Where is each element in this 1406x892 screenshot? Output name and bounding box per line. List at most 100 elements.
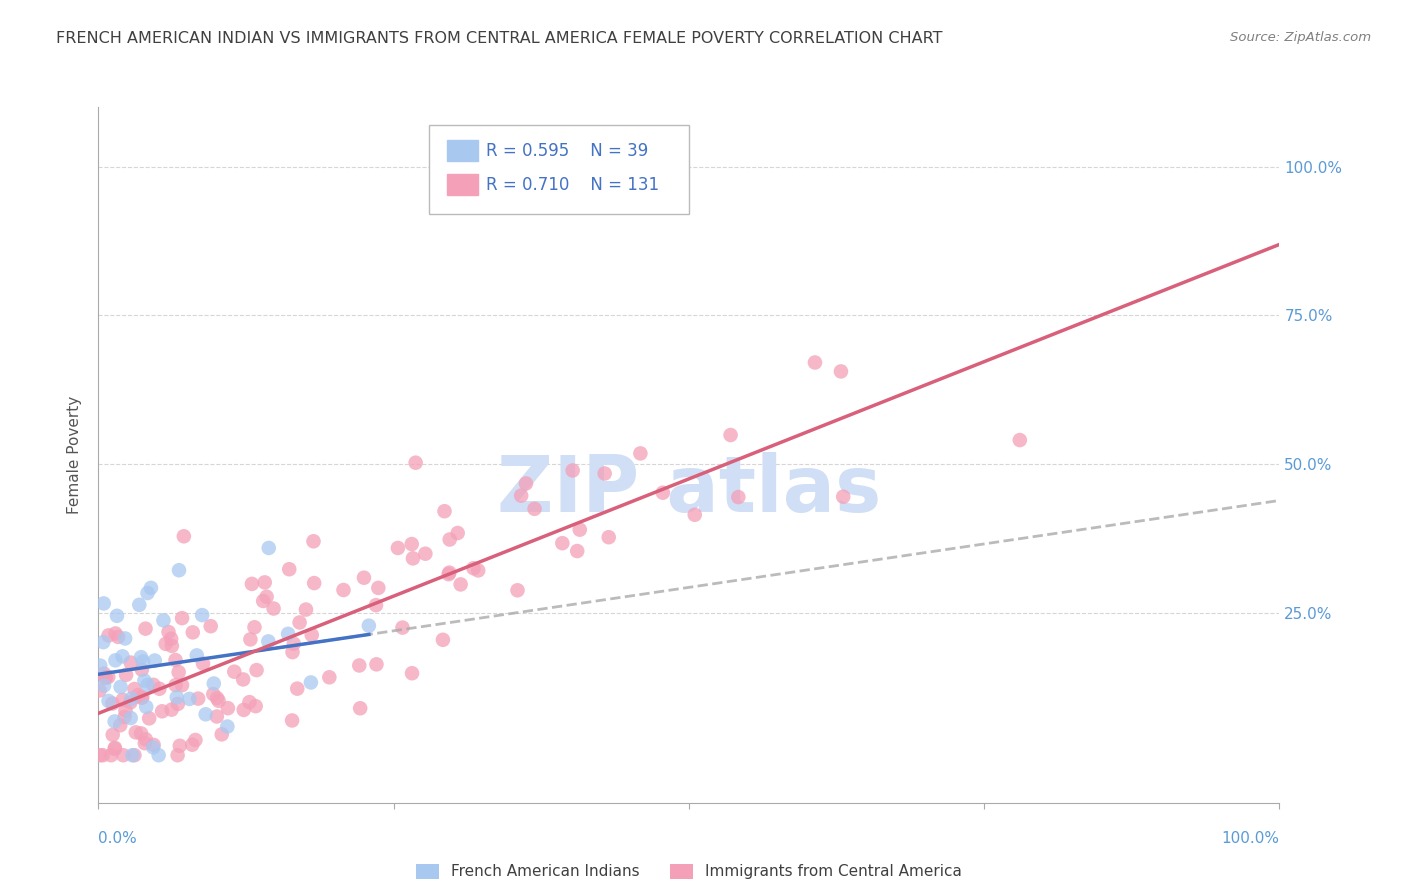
Point	[506, 583, 529, 598]
Point	[139, 581, 162, 595]
Point	[450, 577, 472, 591]
Point	[217, 720, 239, 734]
Point	[830, 364, 852, 378]
Point	[405, 456, 427, 470]
Point	[89, 658, 111, 673]
Point	[832, 490, 855, 504]
Point	[143, 653, 166, 667]
Point	[129, 726, 152, 740]
Point	[299, 675, 322, 690]
Point	[104, 742, 127, 756]
Text: Source: ZipAtlas.com: Source: ZipAtlas.com	[1230, 31, 1371, 45]
Point	[160, 639, 183, 653]
Point	[160, 632, 183, 646]
Point	[727, 490, 749, 504]
Point	[125, 725, 148, 739]
Point	[568, 523, 591, 537]
Point	[142, 740, 165, 755]
Point	[253, 575, 276, 590]
Point	[245, 699, 267, 714]
Point	[131, 690, 153, 705]
Point	[467, 564, 489, 578]
Point	[243, 620, 266, 634]
Point	[433, 504, 456, 518]
Point	[131, 663, 153, 677]
Text: 0.0%: 0.0%	[98, 831, 138, 846]
Point	[110, 718, 132, 732]
Y-axis label: Female Poverty: Female Poverty	[67, 396, 83, 514]
Point	[301, 628, 323, 642]
Point	[136, 678, 159, 692]
Point	[202, 676, 225, 690]
Point	[387, 541, 409, 555]
Point	[89, 748, 111, 763]
Point	[101, 697, 124, 711]
Point	[256, 590, 278, 604]
Point	[94, 671, 117, 685]
Point	[302, 534, 325, 549]
Point	[281, 645, 304, 659]
Point	[181, 625, 204, 640]
Point	[166, 690, 188, 705]
Point	[245, 663, 267, 677]
Point	[173, 529, 195, 543]
Point	[142, 678, 165, 692]
Point	[278, 562, 301, 576]
Point	[202, 687, 225, 701]
Point	[628, 446, 651, 460]
Point	[194, 707, 217, 722]
Point	[132, 655, 155, 669]
Point	[94, 670, 117, 684]
Point	[134, 673, 156, 688]
Point	[523, 501, 546, 516]
Point	[120, 711, 142, 725]
Point	[332, 582, 354, 597]
Text: FRENCH AMERICAN INDIAN VS IMMIGRANTS FROM CENTRAL AMERICA FEMALE POVERTY CORRELA: FRENCH AMERICAN INDIAN VS IMMIGRANTS FRO…	[56, 31, 943, 46]
Point	[804, 355, 827, 369]
Point	[432, 632, 454, 647]
Point	[353, 571, 375, 585]
Point	[598, 530, 620, 544]
Point	[152, 613, 174, 627]
Point	[191, 608, 214, 623]
Point	[240, 577, 263, 591]
Point	[135, 732, 157, 747]
Point	[288, 615, 311, 630]
Point	[651, 485, 673, 500]
Point	[252, 594, 274, 608]
Point	[295, 602, 318, 616]
Point	[115, 668, 138, 682]
Point	[349, 658, 371, 673]
Point	[191, 657, 214, 671]
Point	[121, 748, 143, 763]
Point	[110, 680, 132, 694]
Point	[91, 748, 114, 763]
Point	[402, 551, 425, 566]
Point	[510, 489, 533, 503]
Point	[357, 618, 380, 632]
Point	[104, 714, 127, 729]
Point	[186, 648, 208, 663]
Point	[720, 428, 742, 442]
Point	[257, 634, 280, 648]
Point	[129, 650, 152, 665]
Point	[515, 476, 537, 491]
Point	[683, 508, 706, 522]
Point	[238, 695, 260, 709]
Point	[142, 738, 165, 752]
Point	[224, 665, 246, 679]
Point	[107, 630, 129, 644]
Point	[401, 666, 423, 681]
Point	[135, 699, 157, 714]
Point	[205, 691, 228, 706]
Point	[155, 637, 177, 651]
Point	[366, 657, 388, 672]
Point	[551, 536, 574, 550]
Point	[364, 598, 387, 612]
Point	[166, 748, 188, 763]
Point	[567, 544, 589, 558]
Point	[127, 688, 149, 702]
Point	[439, 533, 461, 547]
Point	[211, 727, 233, 741]
Text: R = 0.595    N = 39: R = 0.595 N = 39	[486, 142, 648, 160]
